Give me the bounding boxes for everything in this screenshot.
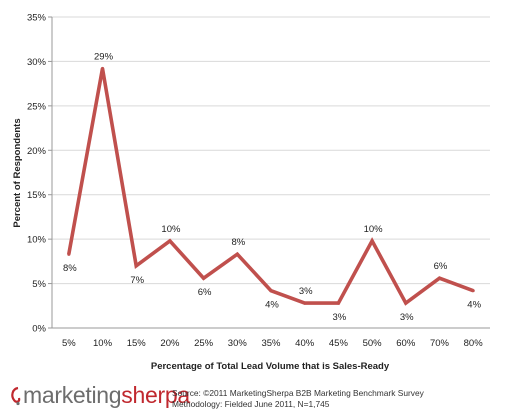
data-label: 7% xyxy=(130,275,144,286)
y-axis-ticks: 0% 5% 10% 15% 20% 25% 30% 35% xyxy=(27,13,53,335)
y-tick-label: 35% xyxy=(27,13,47,24)
data-point xyxy=(168,239,172,243)
x-tick-label: 25% xyxy=(194,338,214,349)
x-tick-label: 40% xyxy=(295,338,315,349)
data-label: 29% xyxy=(94,52,114,63)
x-axis-title: Percentage of Total Lead Volume that is … xyxy=(151,361,390,372)
y-tick-label: 10% xyxy=(27,235,47,246)
x-tick-label: 80% xyxy=(464,338,484,349)
x-axis-ticks: 5% 10% 15% 20% 25% 30% 35% 40% 45% 50% 60% 70% 80% xyxy=(52,327,490,349)
logo-text-marketing: marketing xyxy=(23,382,122,408)
y-tick-label: 25% xyxy=(27,101,47,112)
x-tick-label: 10% xyxy=(93,338,113,349)
data-label: 6% xyxy=(198,287,212,298)
x-tick-label: 5% xyxy=(62,338,76,349)
data-point xyxy=(202,276,206,280)
data-point xyxy=(303,301,307,305)
data-label: 3% xyxy=(333,312,347,323)
data-labels: 8% 29% 7% 10% 6% 8% 4% 3% 3% 10% 3% 6% 4% xyxy=(63,52,482,324)
data-point xyxy=(235,252,239,256)
data-label: 3% xyxy=(299,286,313,297)
data-series xyxy=(67,68,474,306)
x-tick-label: 70% xyxy=(430,338,450,349)
data-label: 6% xyxy=(434,261,448,272)
x-tick-label: 20% xyxy=(160,338,180,349)
series-line xyxy=(67,68,474,306)
data-label: 3% xyxy=(400,312,414,323)
data-points xyxy=(67,66,475,305)
data-point xyxy=(336,301,340,305)
x-tick-label: 15% xyxy=(127,338,147,349)
data-point xyxy=(437,276,442,280)
data-label: 10% xyxy=(161,224,181,235)
marketingsherpa-logo: marketingsherpa xyxy=(10,382,190,409)
data-point xyxy=(404,301,408,305)
y-tick-label: 15% xyxy=(27,190,47,201)
x-tick-label: 30% xyxy=(228,338,248,349)
y-tick-label: 30% xyxy=(27,57,47,68)
y-axis-title: Percent of Respondents xyxy=(12,118,23,227)
data-point xyxy=(370,239,374,243)
x-tick-label: 35% xyxy=(261,338,281,349)
y-tick-label: 0% xyxy=(32,324,46,335)
data-point xyxy=(471,289,475,293)
footer: marketingsherpa Source: ©2011 MarketingS… xyxy=(0,376,505,417)
x-tick-label: 50% xyxy=(363,338,383,349)
y-tick-label: 20% xyxy=(27,146,47,157)
logo-text-sherpa: sherpa xyxy=(121,382,190,408)
logo-swirl-icon xyxy=(11,386,21,406)
line-chart: 0% 5% 10% 15% 20% 25% 30% 35% 5% 10% 15% 20% 25% 30%… xyxy=(12,13,490,372)
data-label: 8% xyxy=(231,237,245,248)
source-note: Source: ©2011 MarketingSherpa B2B Market… xyxy=(172,388,424,410)
source-line: Source: ©2011 MarketingSherpa B2B Market… xyxy=(172,388,424,398)
data-label: 8% xyxy=(63,263,77,274)
x-tick-label: 60% xyxy=(396,338,416,349)
data-point xyxy=(269,289,273,293)
data-label: 4% xyxy=(265,300,279,311)
x-tick-label: 45% xyxy=(329,338,349,349)
methodology-line: Methodology: Fielded June 2011, N=1,745 xyxy=(172,399,330,409)
data-point xyxy=(134,264,138,268)
y-tick-label: 5% xyxy=(32,279,46,290)
data-point xyxy=(100,66,105,71)
data-point xyxy=(67,252,71,256)
data-label: 10% xyxy=(364,224,384,235)
data-label: 4% xyxy=(467,300,481,311)
